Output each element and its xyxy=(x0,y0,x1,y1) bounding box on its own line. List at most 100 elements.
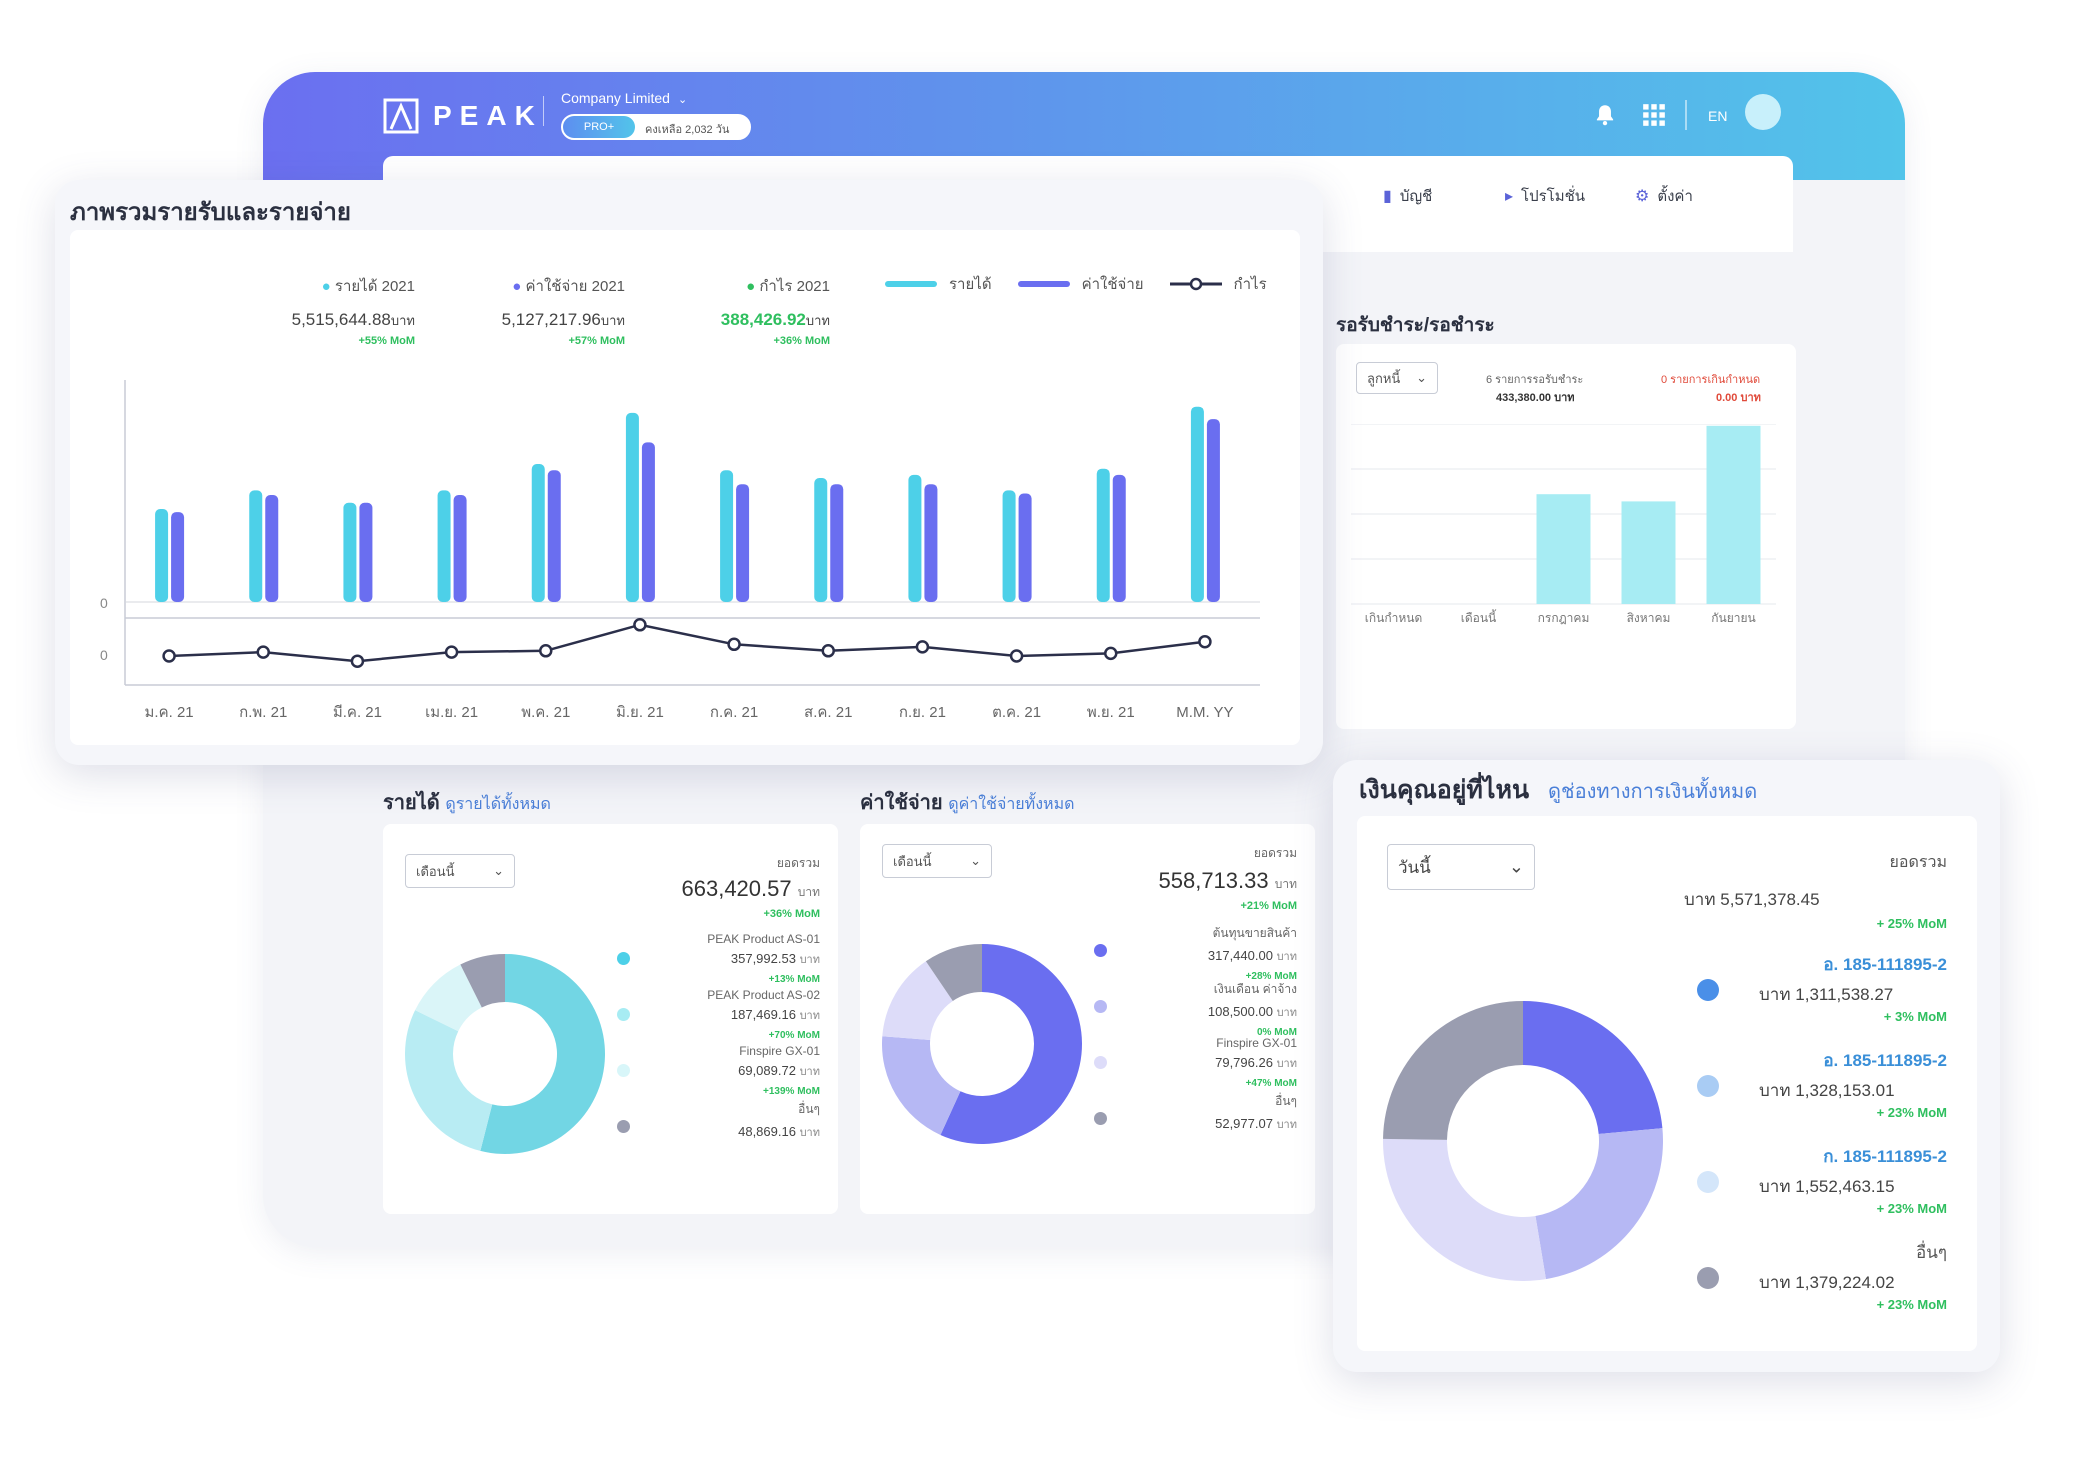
profit-point xyxy=(915,640,930,654)
account-balance: บาท 1,311,538.27 xyxy=(1759,985,1894,1004)
y-tick-label: 0 xyxy=(100,647,108,663)
money-donut-chart xyxy=(1383,1001,1663,1281)
bell-icon[interactable] xyxy=(1592,102,1618,128)
stat-profit-mom: +36% MoM xyxy=(773,335,830,347)
donut-slice xyxy=(480,954,605,1154)
expense-period-dropdown[interactable]: เดือนนี้ ⌄ xyxy=(882,844,992,878)
income-title-text: รายได้ xyxy=(383,792,440,814)
stat-expense-value: 5,127,217.96 xyxy=(501,310,601,329)
dropdown-value: เดือนนี้ xyxy=(893,853,932,869)
legend-item-value-row: 317,440.00 บาท xyxy=(1090,944,1297,965)
donut-slice xyxy=(882,1036,961,1135)
expense-donut-chart xyxy=(882,944,1082,1144)
nav-accounting[interactable]: ▮ บัญชี xyxy=(1383,184,1432,208)
overdue-label: 0 รายการเกินกำหนด xyxy=(1661,374,1761,386)
profit-point xyxy=(539,644,553,658)
bar-expense xyxy=(547,470,561,602)
language-switch[interactable]: EN xyxy=(1708,108,1728,124)
money-legend-item[interactable]: ก. 185-111895-2 บาท 1,552,463.15 + 23% MoM xyxy=(1697,1143,1947,1239)
donut-slice xyxy=(1523,1001,1663,1135)
dot-icon xyxy=(1094,1000,1107,1013)
account-name: อื่นๆ xyxy=(1916,1243,1947,1262)
profit-line xyxy=(169,623,1206,663)
legend-item-value-row: 108,500.00 บาท xyxy=(1090,1000,1297,1021)
stat-profit: ● กำไร 2021 388,426.92บาท +36% MoM xyxy=(660,274,830,347)
legend-profit-label: กำไร xyxy=(1233,276,1267,293)
stat-profit-label-row: ● กำไร 2021 xyxy=(660,274,830,298)
x-tick-label: ต.ค. 21 xyxy=(992,704,1041,721)
overview-card: ภาพรวมรายรับและรายจ่าย ● รายได้ 2021 5,5… xyxy=(55,180,1323,765)
legend-item-value-row: 79,796.26 บาท xyxy=(1090,1054,1297,1072)
money-card: เงินคุณอยู่ที่ไหน ดูช่องทางการเงินทั้งหม… xyxy=(1333,760,2000,1372)
x-tick-label: ก.พ. 21 xyxy=(239,704,287,721)
money-legend-item[interactable]: อื่นๆ บาท 1,379,224.02 + 23% MoM xyxy=(1697,1239,1947,1335)
money-legend-item[interactable]: อ. 185-111895-2 บาท 1,311,538.27 + 3% MoM xyxy=(1697,951,1947,1047)
profit-point xyxy=(350,654,365,668)
donut-slice xyxy=(925,944,982,1001)
dropdown-value: ลูกหนี้ xyxy=(1367,370,1401,386)
stat-profit-unit: บาท xyxy=(805,313,830,328)
bar-expense xyxy=(1018,493,1032,602)
legend-item-name: Finspire GX-01 xyxy=(739,1044,820,1058)
dot-icon xyxy=(617,952,630,965)
donut-slice xyxy=(1383,1001,1523,1140)
money-title: เงินคุณอยู่ที่ไหน ดูช่องทางการเงินทั้งหม… xyxy=(1359,770,1757,810)
bar-income xyxy=(249,490,263,602)
nav-settings[interactable]: ⚙ ตั้งค่า xyxy=(1635,184,1693,208)
apps-grid-icon[interactable] xyxy=(1641,102,1667,128)
legend-item-unit: บาท xyxy=(1276,951,1297,963)
avatar[interactable] xyxy=(1745,94,1781,130)
legend-item-value-row: 69,089.72 บาท xyxy=(613,1062,820,1080)
receivables-type-dropdown[interactable]: ลูกหนี้ ⌄ xyxy=(1356,362,1438,394)
bar-expense xyxy=(265,495,279,602)
expense-panel: เดือนนี้ ⌄ ยอดรวม 558,713.33 บาท +21% MoM… xyxy=(860,824,1315,1214)
nav-promotion[interactable]: ▸ โปรโมชั่น xyxy=(1505,184,1585,208)
chevron-down-icon: ⌄ xyxy=(970,853,981,868)
income-legend: PEAK Product AS-01 357,992.53 บาท +13% MoM… xyxy=(613,932,820,1156)
chevron-down-icon: ⌄ xyxy=(1416,370,1427,385)
expense-view-all-link[interactable]: ดูค่าใช้จ่ายทั้งหมด xyxy=(948,796,1075,813)
donut-slice xyxy=(940,944,1082,1144)
x-tick-label: ส.ค. 21 xyxy=(804,704,852,721)
legend-item: PEAK Product AS-02 187,469.16 บาท +70% MoM xyxy=(613,988,820,1044)
money-legend-item[interactable]: อ. 185-111895-2 บาท 1,328,153.01 + 23% MoM xyxy=(1697,1047,1947,1143)
nav-settings-label: ตั้งค่า xyxy=(1657,188,1693,205)
receivable-bar xyxy=(1706,425,1761,604)
legend-item-name: PEAK Product AS-01 xyxy=(707,932,820,946)
expense-total-mom: +21% MoM xyxy=(1240,900,1297,912)
expense-legend: ต้นทุนขายสินค้า 317,440.00 บาท +28% MoM เงิ… xyxy=(1090,924,1297,1148)
x-tick-label: ก.ค. 21 xyxy=(710,704,758,721)
legend-item: PEAK Product AS-01 357,992.53 บาท +13% MoM xyxy=(613,932,820,988)
plan-pill: PRO+ คงเหลือ 2,032 วัน xyxy=(561,114,751,140)
stat-income-label: รายได้ 2021 xyxy=(334,278,415,295)
legend-item-unit: บาท xyxy=(1276,1058,1297,1070)
bar-expense xyxy=(453,495,467,602)
expense-title: ค่าใช้จ่าย ดูค่าใช้จ่ายทั้งหมด xyxy=(860,786,1075,818)
bar-income xyxy=(155,509,169,602)
money-period-dropdown[interactable]: วันนี้ ⌄ xyxy=(1387,844,1535,890)
company-selector[interactable]: Company Limited ⌄ xyxy=(561,90,687,106)
legend-item-value-row: 357,992.53 บาท xyxy=(613,950,820,968)
y-tick-label: 0 xyxy=(100,595,108,611)
legend-item: ต้นทุนขายสินค้า 317,440.00 บาท +28% MoM xyxy=(1090,924,1297,982)
account-name: ก. 185-111895-2 xyxy=(1823,1147,1947,1166)
legend-item-value: 52,977.07 xyxy=(1215,1116,1273,1131)
profit-point xyxy=(162,649,176,663)
profit-point xyxy=(1009,649,1024,663)
header-divider xyxy=(1685,100,1687,130)
stat-income-value-row: 5,515,644.88บาท xyxy=(245,310,415,331)
x-tick-label: M.M. YY xyxy=(1176,704,1233,721)
money-view-all-link[interactable]: ดูช่องทางการเงินทั้งหมด xyxy=(1548,781,1758,803)
x-tick-label: สิงหาคม xyxy=(1627,611,1671,625)
stat-expense: ● ค่าใช้จ่าย 2021 5,127,217.96บาท +57% M… xyxy=(455,274,625,347)
stat-income-label-row: ● รายได้ 2021 xyxy=(245,274,415,298)
account-balance: บาท 1,552,463.15 xyxy=(1759,1177,1895,1196)
money-panel: วันนี้ ⌄ ยอดรวม บาท 5,571,378.45 + 25% Mo… xyxy=(1357,816,1977,1351)
logo-divider xyxy=(543,96,544,126)
income-view-all-link[interactable]: ดูรายได้ทั้งหมด xyxy=(445,796,551,813)
overview-legend: รายได้ ค่าใช้จ่าย กำไร xyxy=(885,272,1267,296)
account-name: อ. 185-111895-2 xyxy=(1823,1051,1947,1070)
peak-logo-icon[interactable] xyxy=(383,96,533,136)
bar-income xyxy=(908,474,922,602)
income-period-dropdown[interactable]: เดือนนี้ ⌄ xyxy=(405,854,515,888)
